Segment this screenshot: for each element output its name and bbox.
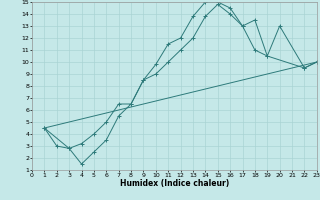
X-axis label: Humidex (Indice chaleur): Humidex (Indice chaleur)	[120, 179, 229, 188]
